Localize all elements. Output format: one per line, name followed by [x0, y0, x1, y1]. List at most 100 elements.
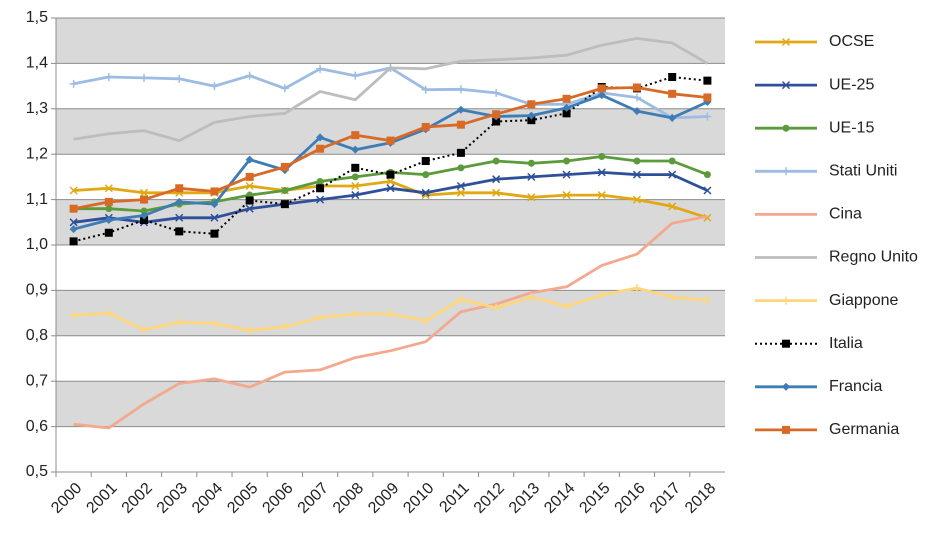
marker [668, 202, 677, 211]
y-tick-label: 0,8 [26, 327, 48, 344]
marker [245, 71, 254, 80]
marker [421, 188, 430, 197]
marker [210, 319, 219, 328]
x-tick-label: 2018 [682, 480, 719, 517]
marker [597, 191, 606, 200]
marker [456, 181, 465, 191]
marker [597, 84, 606, 93]
marker [703, 76, 712, 85]
marker [386, 184, 395, 193]
marker [456, 120, 465, 129]
marker [140, 207, 148, 215]
marker [245, 196, 254, 205]
legend-label: Germania [829, 421, 899, 438]
x-tick-label: 2013 [506, 480, 543, 517]
x-tick-label: 2009 [365, 480, 402, 517]
legend-label: UE-25 [829, 76, 874, 93]
x-tick-label: 2007 [295, 480, 332, 517]
marker [140, 73, 149, 82]
marker [69, 225, 78, 234]
marker [632, 195, 642, 204]
legend-label: Regno Unito [829, 249, 918, 266]
marker [562, 302, 571, 311]
marker [456, 105, 465, 114]
marker [492, 88, 501, 97]
y-tick-label: 0,6 [26, 418, 48, 435]
x-tick-label: 2015 [576, 480, 613, 517]
marker [104, 216, 113, 225]
series [69, 83, 712, 213]
marker [210, 213, 219, 222]
marker [421, 122, 430, 131]
marker [456, 295, 465, 304]
marker [69, 79, 78, 88]
marker [421, 157, 430, 166]
marker [104, 197, 113, 206]
marker [703, 296, 712, 305]
marker [668, 157, 676, 165]
marker [492, 110, 501, 119]
marker [632, 107, 641, 116]
marker [527, 100, 536, 109]
x-tick-label: 2008 [330, 480, 367, 517]
marker [668, 293, 677, 302]
marker [421, 316, 430, 325]
marker [422, 171, 430, 179]
legend-label: Cina [829, 206, 862, 223]
marker [351, 181, 360, 191]
series [73, 215, 708, 430]
marker [69, 186, 78, 195]
marker [457, 164, 465, 172]
marker [527, 193, 536, 202]
marker [492, 175, 501, 184]
x-tick-label: 2003 [154, 480, 191, 517]
y-tick-label: 1,0 [26, 236, 48, 253]
marker [527, 159, 535, 167]
marker [280, 162, 289, 171]
x-tick-label: 2002 [119, 480, 156, 517]
marker [245, 204, 254, 213]
marker [69, 311, 78, 320]
marker [563, 157, 571, 165]
marker [782, 124, 790, 132]
y-tick-label: 1,1 [26, 191, 48, 208]
marker [140, 211, 149, 220]
marker [280, 322, 289, 331]
marker [69, 204, 78, 213]
y-tick-label: 0,5 [26, 463, 48, 480]
marker [245, 172, 254, 181]
marker [104, 309, 113, 318]
marker [280, 200, 289, 209]
marker [351, 145, 360, 154]
marker [351, 71, 360, 80]
marker [316, 184, 325, 193]
y-tick-label: 1,2 [26, 145, 48, 162]
marker [597, 168, 606, 177]
marker [69, 237, 78, 246]
marker [597, 91, 606, 100]
marker [316, 64, 325, 73]
marker [633, 157, 641, 165]
legend-label: UE-15 [829, 119, 874, 136]
grid-band [56, 18, 725, 64]
marker [351, 163, 360, 172]
marker [456, 148, 465, 157]
x-tick-label: 2016 [612, 480, 649, 517]
marker [175, 227, 184, 236]
marker [210, 200, 219, 209]
x-tick-label: 2000 [48, 480, 85, 517]
marker [351, 310, 360, 319]
x-tick-label: 2017 [647, 480, 684, 517]
x-tick-label: 2012 [471, 480, 508, 517]
marker [632, 93, 641, 102]
marker [668, 113, 677, 122]
marker [527, 116, 536, 125]
marker [562, 94, 571, 103]
marker [562, 109, 571, 118]
marker [140, 216, 149, 225]
marker [386, 310, 395, 319]
grid-band [56, 199, 725, 245]
marker [386, 170, 395, 179]
marker [421, 85, 430, 94]
